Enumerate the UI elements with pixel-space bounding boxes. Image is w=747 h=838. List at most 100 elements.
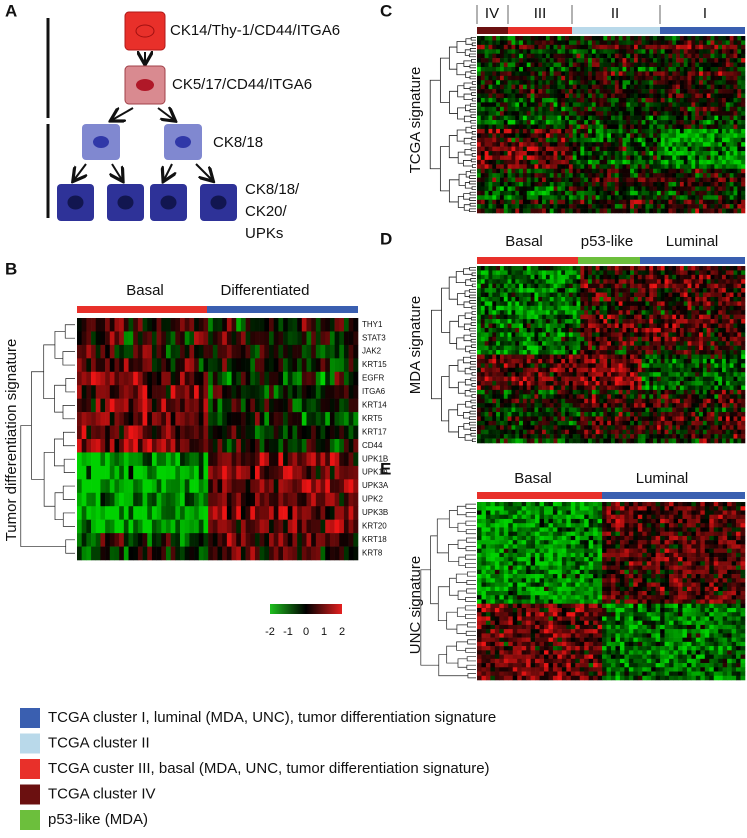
dendro-branch: [472, 165, 476, 168]
heat-cell: [546, 288, 550, 293]
heat-cell: [726, 71, 730, 76]
heat-cell: [730, 186, 734, 191]
heat-cell: [603, 195, 607, 200]
heat-cell: [603, 301, 607, 306]
heat-cell: [668, 319, 672, 324]
heat-cell: [645, 151, 649, 156]
heat-cell: [672, 129, 676, 134]
heat-cell: [325, 412, 330, 426]
heat-cell: [634, 138, 638, 143]
heat-cell: [147, 452, 152, 466]
heat-cell: [481, 36, 485, 41]
heat-cell: [288, 452, 293, 466]
heat-cell: [596, 195, 600, 200]
heat-cell: [100, 439, 105, 453]
heat-cell: [504, 164, 508, 169]
heat-cell: [180, 318, 185, 332]
heat-cell: [691, 116, 695, 121]
heat-cell: [645, 204, 649, 209]
heat-cell: [657, 209, 661, 214]
heat-cell: [622, 120, 626, 125]
heat-cell: [96, 385, 101, 399]
heat-cell: [496, 173, 500, 178]
heat-cell: [707, 94, 711, 99]
heat-cell: [680, 284, 684, 289]
heat-cell: [688, 306, 692, 311]
heat-cell: [577, 160, 581, 165]
heat-cell: [688, 142, 692, 147]
heat-cell: [603, 142, 607, 147]
heat-cell: [511, 204, 515, 209]
heat-cell: [718, 310, 722, 315]
heat-cell: [711, 151, 715, 156]
heat-cell: [622, 98, 626, 103]
heat-cell: [519, 147, 523, 152]
heat-cell: [622, 85, 626, 90]
heat-cell: [508, 178, 512, 183]
heat-cell: [546, 40, 550, 45]
heat-cell: [611, 209, 615, 214]
heat-cell: [565, 160, 569, 165]
heat-cell: [339, 506, 344, 520]
heat-cell: [622, 58, 626, 63]
heat-cell: [264, 439, 269, 453]
heat-cell: [573, 173, 577, 178]
heat-cell: [504, 89, 508, 94]
heat-cell: [203, 318, 208, 332]
heat-cell: [203, 412, 208, 426]
heat-cell: [492, 324, 496, 329]
heat-cell: [288, 479, 293, 493]
heat-cell: [500, 125, 504, 130]
heat-cell: [519, 54, 523, 59]
heat-cell: [726, 195, 730, 200]
heat-cell: [676, 71, 680, 76]
heat-cell: [630, 89, 634, 94]
heat-cell: [485, 129, 489, 134]
heat-cell: [557, 279, 561, 284]
heat-cell: [680, 125, 684, 130]
heat-cell: [477, 116, 481, 121]
heat-cell: [722, 178, 726, 183]
heat-cell: [695, 169, 699, 174]
heat-cell: [124, 479, 129, 493]
heat-cell: [550, 306, 554, 311]
heat-cell: [542, 306, 546, 311]
heat-cell: [488, 111, 492, 116]
heat-cell: [649, 279, 653, 284]
heat-cell: [531, 85, 535, 90]
heat-cell: [508, 200, 512, 205]
heat-cell: [534, 40, 538, 45]
heat-cell: [557, 182, 561, 187]
heat-cell: [534, 49, 538, 54]
heat-cell: [665, 147, 669, 152]
heat-cell: [699, 178, 703, 183]
heat-cell: [550, 324, 554, 329]
heat-cell: [703, 284, 707, 289]
heat-cell: [600, 40, 604, 45]
heat-cell: [714, 191, 718, 196]
heat-cell: [485, 182, 489, 187]
heat-cell: [492, 94, 496, 99]
heat-cell: [634, 129, 638, 134]
heat-cell: [157, 493, 162, 507]
heat-cell: [603, 169, 607, 174]
heat-cell: [82, 426, 87, 440]
heat-cell: [699, 116, 703, 121]
heat-cell: [711, 58, 715, 63]
heat-cell: [100, 479, 105, 493]
heat-cell: [175, 493, 180, 507]
heat-cell: [603, 270, 607, 275]
heat-cell: [730, 111, 734, 116]
heat-cell: [105, 520, 110, 534]
heat-cell: [630, 270, 634, 275]
heat-cell: [649, 111, 653, 116]
heat-cell: [523, 49, 527, 54]
heat-cell: [737, 279, 741, 284]
heat-cell: [699, 98, 703, 103]
heat-cell: [619, 200, 623, 205]
heat-cell: [611, 40, 615, 45]
heat-cell: [274, 372, 279, 386]
heat-cell: [580, 284, 584, 289]
heat-cell: [527, 89, 531, 94]
heat-cell: [523, 319, 527, 324]
